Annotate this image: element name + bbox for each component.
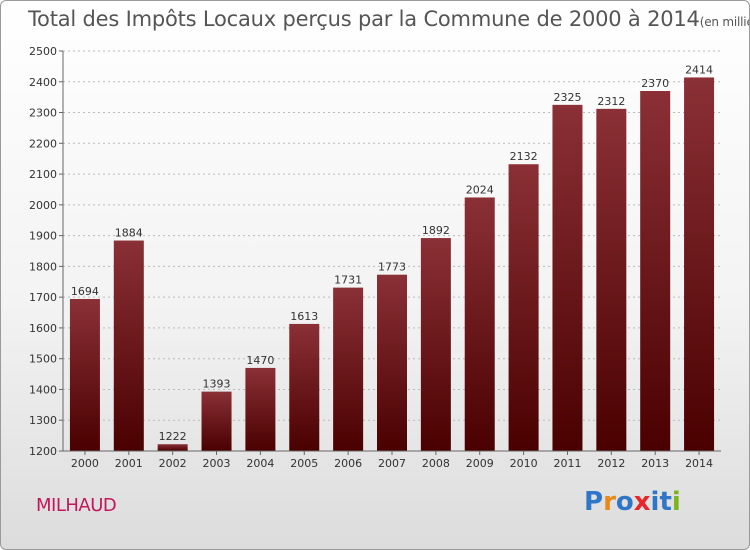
value-label: 1892 <box>422 224 450 237</box>
y-tick-label: 1500 <box>29 353 57 366</box>
x-tick-label: 2004 <box>246 457 274 470</box>
chart-title-unit: (en milliers d'€) <box>699 15 749 29</box>
x-tick-label: 2009 <box>466 457 494 470</box>
bar-2009 <box>464 197 495 451</box>
x-tick-label: 2001 <box>115 457 143 470</box>
value-label: 1393 <box>203 378 231 391</box>
x-tick-label: 2003 <box>203 457 231 470</box>
y-tick-label: 1900 <box>29 230 57 243</box>
chart-title-text: Total des Impôts Locaux perçus par la Co… <box>28 7 700 31</box>
x-tick-label: 2000 <box>71 457 99 470</box>
logo-letter: o <box>615 487 634 517</box>
x-tick-label: 2007 <box>378 457 406 470</box>
value-label: 1884 <box>115 227 143 240</box>
bar-2000 <box>69 299 100 451</box>
commune-name: MILHAUD <box>36 495 117 516</box>
y-tick-label: 2000 <box>29 199 57 212</box>
bar-2010 <box>508 164 539 451</box>
x-tick-label: 2012 <box>597 457 625 470</box>
logo-letter: t <box>659 487 672 517</box>
value-label: 1773 <box>378 261 406 274</box>
bar-2012 <box>596 108 627 451</box>
bar-2001 <box>113 240 144 451</box>
x-tick-label: 2013 <box>641 457 669 470</box>
bar-2007 <box>377 274 407 451</box>
value-label: 2370 <box>641 77 669 90</box>
logo-letter: r <box>603 487 616 517</box>
y-tick-label: 2500 <box>29 45 57 58</box>
y-tick-label: 1400 <box>29 383 57 396</box>
value-label: 1613 <box>290 310 318 323</box>
bar-2006 <box>333 287 364 451</box>
bar-2005 <box>289 323 320 451</box>
bar-2003 <box>201 391 232 451</box>
value-label: 2414 <box>685 63 713 76</box>
x-tick-label: 2008 <box>422 457 450 470</box>
axes: 1200 1300 1400 1500 1600 1700 1800 1900 2000 2100… <box>29 45 721 470</box>
x-tick-label: 2005 <box>290 457 318 470</box>
value-label: 2312 <box>597 95 625 108</box>
value-label: 1222 <box>159 430 187 443</box>
value-label: 1694 <box>71 285 99 298</box>
logo-letter: i <box>650 487 660 517</box>
value-label: 1470 <box>246 354 274 367</box>
x-tick-label: 2011 <box>553 457 581 470</box>
logo-letter: i <box>671 487 681 517</box>
value-label: 1731 <box>334 274 362 287</box>
bar-2013 <box>640 91 671 451</box>
bar-2004 <box>245 367 276 451</box>
y-tick-label: 1600 <box>29 322 57 335</box>
y-tick-label: 2100 <box>29 168 57 181</box>
y-tick-label: 1200 <box>29 445 57 458</box>
logo-letter: x <box>633 487 651 517</box>
logo-letter: P <box>584 487 604 517</box>
y-tick-label: 2400 <box>29 76 57 89</box>
bars: 1694 1884 1222 1393 1470 1613 1731 1773 1892 2024… <box>69 63 715 451</box>
x-tick-label: 2010 <box>510 457 538 470</box>
x-tick-label: 2006 <box>334 457 362 470</box>
y-tick-label: 2300 <box>29 107 57 120</box>
y-tick-label: 1300 <box>29 414 57 427</box>
y-tick-label: 1800 <box>29 260 57 273</box>
value-label: 2024 <box>466 183 494 196</box>
value-label: 2132 <box>510 150 538 163</box>
bar-2014 <box>684 77 715 451</box>
value-label: 2325 <box>553 91 581 104</box>
bar-2008 <box>420 238 451 451</box>
bar-2011 <box>552 104 583 451</box>
bar-2002 <box>157 444 188 451</box>
proxiti-logo: Proxiti <box>584 487 681 517</box>
y-tick-label: 2200 <box>29 137 57 150</box>
chart-title: Total des Impôts Locaux perçus par la Co… <box>28 7 749 31</box>
y-tick-label: 1700 <box>29 291 57 304</box>
x-tick-label: 2002 <box>159 457 187 470</box>
x-tick-label: 2014 <box>685 457 713 470</box>
